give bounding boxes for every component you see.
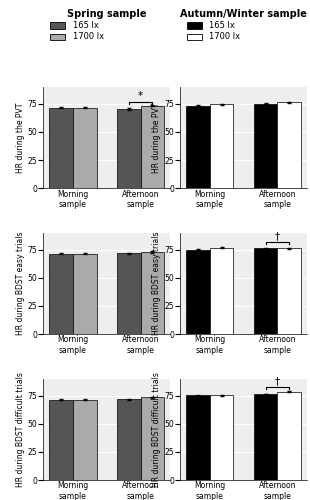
Bar <box>49 254 73 334</box>
Bar <box>187 22 202 28</box>
Bar <box>210 395 233 480</box>
Bar <box>186 250 210 334</box>
Text: 165 lx: 165 lx <box>209 21 235 30</box>
Text: 165 lx: 165 lx <box>73 21 98 30</box>
Bar <box>277 248 301 334</box>
Y-axis label: HR during BDST easy trials: HR during BDST easy trials <box>16 232 24 336</box>
Bar <box>254 248 277 334</box>
Bar <box>50 22 65 28</box>
Bar <box>73 108 97 188</box>
Y-axis label: HR during BDST difficult trials: HR during BDST difficult trials <box>16 372 24 487</box>
Bar <box>117 109 141 188</box>
Title: Spring sample: Spring sample <box>67 9 147 19</box>
Bar <box>254 104 277 188</box>
Text: 1700 lx: 1700 lx <box>209 32 241 41</box>
Bar <box>277 102 301 188</box>
Bar <box>210 248 233 334</box>
Text: †: † <box>275 232 280 241</box>
Text: 1700 lx: 1700 lx <box>73 32 104 41</box>
Bar <box>277 392 301 480</box>
Bar <box>254 394 277 480</box>
Bar <box>73 254 97 334</box>
Y-axis label: HR during BDST easy trials: HR during BDST easy trials <box>153 232 162 336</box>
Bar <box>49 400 73 480</box>
Y-axis label: HR during the PVT: HR during the PVT <box>16 102 24 173</box>
Y-axis label: HR during the PVT: HR during the PVT <box>153 102 162 173</box>
Bar <box>117 253 141 334</box>
Bar <box>186 395 210 480</box>
Bar <box>50 34 65 40</box>
Text: *: * <box>138 92 143 102</box>
Bar <box>117 399 141 480</box>
Text: †: † <box>275 376 280 386</box>
Y-axis label: HR during BDST difficult trials: HR during BDST difficult trials <box>153 372 162 487</box>
Bar <box>141 106 164 188</box>
Title: Autumn/Winter sample: Autumn/Winter sample <box>180 9 307 19</box>
Bar <box>73 400 97 480</box>
Bar <box>141 398 164 480</box>
Bar <box>187 34 202 40</box>
Bar <box>141 252 164 334</box>
Bar <box>49 108 73 188</box>
Bar <box>186 106 210 188</box>
Bar <box>210 104 233 188</box>
